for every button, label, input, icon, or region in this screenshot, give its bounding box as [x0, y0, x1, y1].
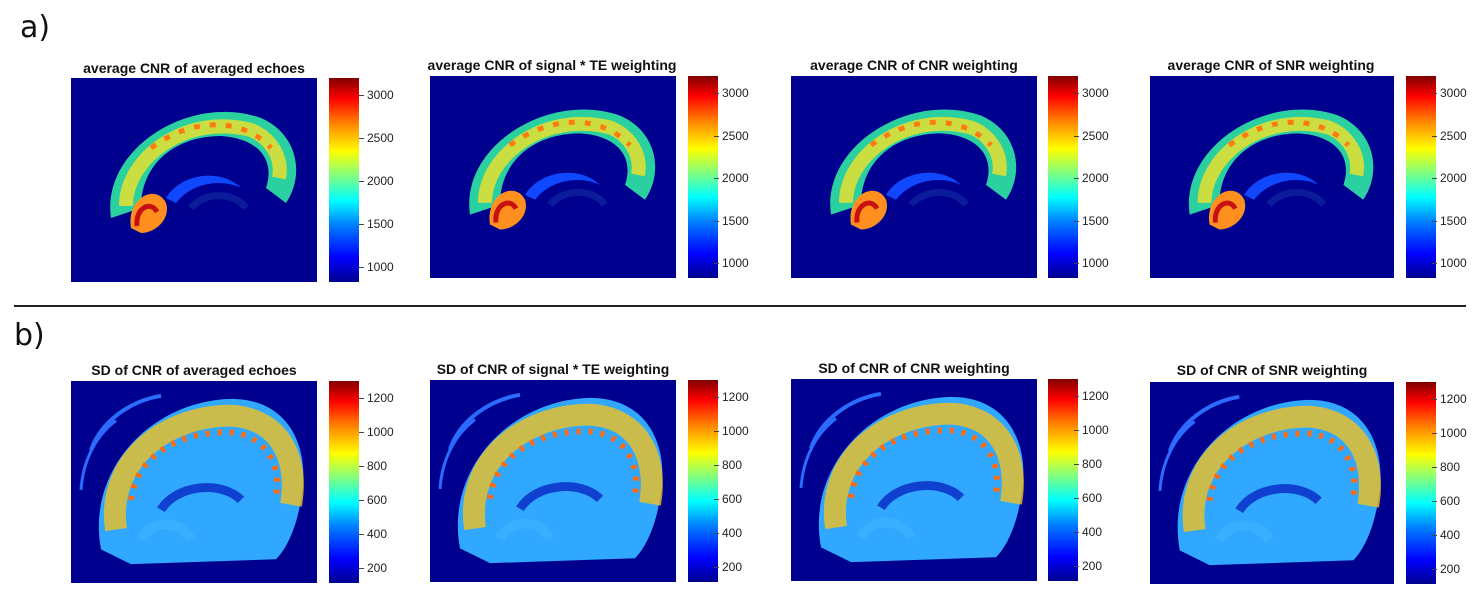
colorbar-tick-label: 800	[713, 458, 743, 472]
colorbar-tick-label: 1200	[714, 390, 749, 404]
colorbar-tick-label: 400	[1431, 528, 1461, 542]
colorbar-tick-label: 600	[1431, 494, 1461, 508]
colorbar-tick-label: 1200	[1432, 392, 1467, 406]
colorbar	[1048, 76, 1078, 278]
colorbar-tick-label: 1000	[1074, 423, 1109, 437]
colorbar-tick-label: 2500	[714, 128, 749, 143]
brain-map	[791, 76, 1037, 278]
colorbar	[688, 380, 718, 582]
colorbar-tick-label: 800	[1431, 460, 1461, 474]
colorbar	[1406, 382, 1436, 584]
colorbar-tick-label: 1500	[359, 217, 394, 231]
map-title: average CNR of SNR weighting	[1167, 57, 1375, 73]
map-title: average CNR of signal * TE weighting	[427, 57, 677, 73]
panel-label-a: a)	[20, 10, 51, 45]
colorbar-tick-label: 1000	[714, 424, 749, 438]
colorbar-tick-label: 3000	[1432, 86, 1467, 100]
colorbar-tick-label: 1200	[359, 391, 394, 405]
brain-slice-image	[469, 109, 656, 230]
colorbar-tick-label: 1000	[359, 260, 394, 274]
colorbar-tick-label: 1500	[1074, 213, 1109, 228]
map-title: SD of CNR of averaged echoes	[91, 362, 297, 378]
map-title: SD of CNR of SNR weighting	[1176, 362, 1368, 378]
colorbar-tick-label: 2000	[359, 174, 394, 188]
colorbar-tick-label: 2500	[359, 131, 394, 145]
colorbar-tick-label: 1000	[1432, 426, 1467, 440]
colorbar-tick-label: 800	[1073, 457, 1103, 471]
colorbar-tick-label: 200	[1073, 559, 1103, 573]
colorbar-tick-label: 1000	[1432, 256, 1467, 270]
colorbar-tick-label: 400	[358, 527, 388, 541]
brain-map	[1150, 382, 1394, 584]
colorbar	[329, 78, 359, 282]
colorbar	[1048, 379, 1078, 581]
map-title: average CNR of CNR weighting	[810, 57, 1018, 73]
map-title: average CNR of averaged echoes	[83, 60, 305, 76]
brain-slice-image	[799, 391, 1024, 563]
brain-map	[71, 381, 317, 583]
colorbar-tick-label: 3000	[714, 86, 749, 100]
colorbar-tick-label: 600	[713, 492, 743, 506]
colorbar	[1406, 76, 1436, 278]
colorbar-tick-label: 2500	[1432, 128, 1467, 143]
brain-slice-image	[1158, 394, 1381, 566]
colorbar-tick-label: 3000	[359, 88, 394, 102]
brain-map	[430, 76, 676, 278]
panel-divider	[14, 305, 1466, 307]
colorbar-tick-label: 200	[1431, 562, 1461, 576]
map-title: SD of CNR of signal * TE weighting	[436, 361, 670, 377]
map-title: SD of CNR of CNR weighting	[818, 360, 1010, 376]
brain-map	[71, 78, 317, 282]
colorbar-tick-label: 1200	[1074, 389, 1109, 403]
colorbar	[329, 381, 359, 583]
colorbar-tick-label: 2000	[1074, 171, 1109, 185]
panel-label-b: b)	[14, 318, 45, 353]
colorbar	[688, 76, 718, 278]
colorbar-tick-label: 400	[1073, 525, 1103, 539]
brain-map	[791, 379, 1037, 581]
colorbar-tick-label: 200	[358, 561, 388, 575]
brain-slice-image	[438, 392, 663, 564]
colorbar-tick-label: 1000	[359, 425, 394, 439]
brain-slice-image	[830, 109, 1017, 230]
brain-slice-image	[79, 393, 304, 565]
colorbar-tick-label: 2000	[714, 171, 749, 185]
colorbar-tick-label: 600	[358, 493, 388, 507]
colorbar-tick-label: 1000	[714, 256, 749, 270]
colorbar-tick-label: 600	[1073, 491, 1103, 505]
colorbar-tick-label: 3000	[1074, 86, 1109, 100]
colorbar-tick-label: 2500	[1074, 128, 1109, 143]
colorbar-tick-label: 1500	[714, 213, 749, 228]
colorbar-tick-label: 1500	[1432, 213, 1467, 228]
brain-map	[1150, 76, 1394, 278]
colorbar-tick-label: 200	[713, 560, 743, 574]
brain-slice-image	[1188, 109, 1374, 230]
brain-slice-image	[110, 111, 297, 233]
brain-map	[430, 380, 676, 582]
colorbar-tick-label: 2000	[1432, 171, 1467, 185]
colorbar-tick-label: 1000	[1074, 256, 1109, 270]
colorbar-tick-label: 800	[358, 459, 388, 473]
colorbar-tick-label: 400	[713, 526, 743, 540]
